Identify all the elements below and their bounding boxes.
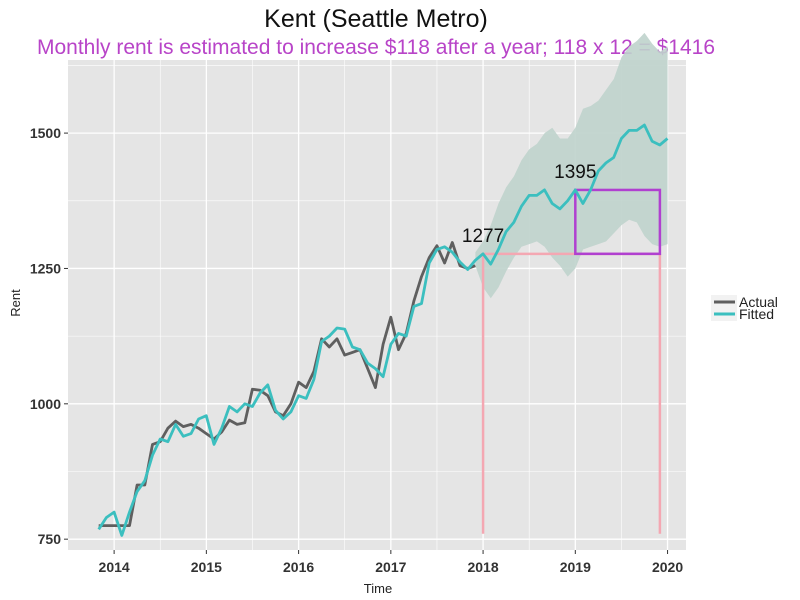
highlight-box: [574, 188, 662, 256]
legend-label-actual: Actual: [739, 294, 778, 310]
chart-title: Kent (Seattle Metro): [264, 5, 488, 33]
y-tick-label: 1500: [30, 125, 61, 141]
x-tick-label: 2020: [652, 559, 683, 575]
x-axis-title: Time: [364, 581, 392, 596]
chart-subtitle: Monthly rent is estimated to increase $1…: [37, 36, 715, 59]
x-tick-label: 2018: [467, 559, 498, 575]
annotation-label: 1277: [462, 226, 504, 247]
x-tick-label: 2015: [191, 559, 222, 575]
y-axis-title: Rent: [8, 289, 23, 317]
legend-label-fitted: Fitted: [739, 306, 774, 322]
annotation-label: 1395: [554, 162, 596, 183]
y-tick-label: 750: [38, 531, 62, 547]
x-tick-label: 2019: [560, 559, 591, 575]
y-tick-label: 1000: [30, 396, 61, 412]
x-tick-label: 2014: [99, 559, 130, 575]
series-line-fitted: [97, 123, 669, 537]
x-tick-label: 2016: [283, 559, 314, 575]
confidence-band: [475, 32, 668, 299]
y-tick-label: 1250: [30, 260, 61, 276]
plot-area: 1277 1395 2014 2015 2016 2017 2018 2019 2020 750 1…: [30, 32, 686, 575]
x-tick-label: 2017: [375, 559, 406, 575]
